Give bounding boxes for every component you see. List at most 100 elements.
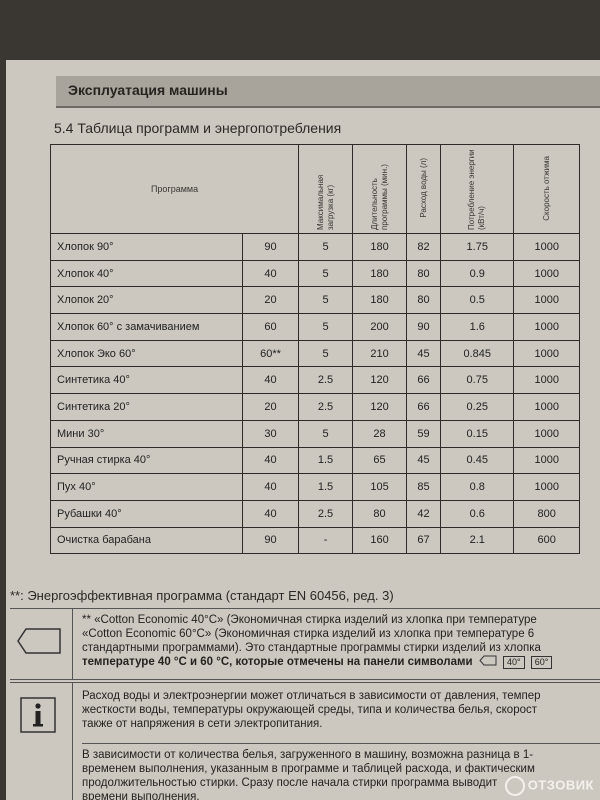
- cell-load: 1.5: [298, 446, 354, 475]
- cell-duration: 28: [352, 419, 407, 448]
- cell-name: Мини 30°: [50, 419, 243, 448]
- cell-water: 66: [405, 393, 442, 421]
- cell-water: 85: [405, 473, 442, 501]
- table-row: Хлопок 40° 40 5 180 80 0.9 1000: [50, 259, 580, 288]
- cell-water: 80: [405, 259, 442, 288]
- header-water: Расход воды (л): [405, 144, 442, 234]
- info-icon: [20, 697, 56, 733]
- program-table: Программа Максимальная загрузка (кг) Дли…: [49, 144, 580, 555]
- cell-spin: 1000: [513, 446, 580, 475]
- cell-temp: 90: [241, 233, 300, 261]
- cell-load: 2.5: [298, 499, 354, 528]
- cell-temp: 90: [241, 526, 300, 555]
- cell-spin: 1000: [513, 339, 580, 368]
- section-banner: Эксплуатация машины: [56, 76, 600, 108]
- cell-temp: 40: [241, 446, 300, 475]
- cell-name: Хлопок 20°: [50, 286, 243, 315]
- note-line: температуре 40 °С и 60 °С, которые отмеч…: [82, 655, 600, 669]
- tag-icon: [17, 628, 61, 654]
- cell-load: 1.5: [298, 473, 354, 501]
- cell-water: 82: [405, 233, 442, 261]
- cell-spin: 1000: [513, 313, 580, 341]
- cell-load: 5: [298, 339, 354, 368]
- cell-temp: 30: [241, 419, 300, 448]
- cell-energy: 1.6: [440, 313, 515, 341]
- cell-duration: 80: [352, 499, 407, 528]
- note-text: ** «Cotton Economic 40°C» (Экономичная с…: [82, 613, 600, 669]
- symbol-40: 40°: [502, 655, 525, 669]
- cell-spin: 1000: [513, 233, 580, 261]
- cell-energy: 0.9: [440, 259, 515, 288]
- info-divider: [72, 683, 73, 800]
- cell-load: 2.5: [298, 393, 354, 421]
- cell-spin: 1000: [513, 286, 580, 315]
- cell-energy: 0.25: [440, 393, 515, 421]
- cell-water: 45: [405, 446, 442, 475]
- cell-duration: 160: [352, 526, 407, 555]
- table-row: Пух 40° 40 1.5 105 85 0.8 1000: [50, 473, 580, 501]
- cell-spin: 1000: [513, 393, 580, 421]
- cell-load: 5: [298, 419, 354, 448]
- cell-temp: 60: [241, 313, 300, 341]
- cell-temp: 60**: [241, 339, 300, 368]
- cell-load: 5: [298, 233, 354, 261]
- note-line: ** «Cotton Economic 40°C» (Экономичная с…: [82, 614, 537, 626]
- cell-duration: 210: [352, 339, 407, 368]
- cell-energy: 0.5: [440, 286, 515, 315]
- cell-duration: 120: [352, 366, 407, 395]
- cell-name: Рубашки 40°: [50, 499, 243, 528]
- cell-spin: 800: [513, 499, 580, 528]
- cell-name: Ручная стирка 40°: [50, 446, 243, 475]
- cell-water: 45: [405, 339, 442, 368]
- cell-spin: 1000: [513, 473, 580, 501]
- watermark-logo-icon: [504, 776, 525, 796]
- header-program: Программа: [49, 144, 300, 234]
- cell-water: 67: [405, 526, 442, 555]
- cell-duration: 105: [352, 473, 407, 501]
- cell-name: Хлопок 90°: [50, 233, 243, 261]
- table-body: Хлопок 90° 90 5 180 82 1.75 1000 Хлопок 40° 40 5 1…: [50, 233, 580, 555]
- table-row: Рубашки 40° 40 2.5 80 42 0.6 800: [50, 499, 580, 528]
- cell-name: Хлопок 40°: [50, 259, 243, 288]
- table-header-row: Программа Максимальная загрузка (кг) Дли…: [49, 144, 580, 234]
- header-spin: Скорость отжима: [513, 144, 580, 234]
- cell-water: 66: [405, 366, 442, 395]
- cell-temp: 40: [241, 366, 300, 395]
- section-title: Эксплуатация машины: [68, 82, 228, 98]
- table-row: Очистка барабана 90-160 67 2.1 600: [50, 526, 580, 555]
- symbol-arrow-icon: [479, 655, 497, 669]
- cell-spin: 600: [513, 526, 580, 555]
- cell-load: -: [298, 526, 354, 555]
- cell-water: 59: [405, 419, 442, 448]
- note-box: ** «Cotton Economic 40°C» (Экономичная с…: [10, 608, 600, 680]
- header-energy: Потребление энергии (кВт/ч): [440, 144, 515, 234]
- cell-name: Синтетика 20°: [50, 393, 243, 421]
- table-row: Хлопок 20° 20 5 180 80 0.5 1000: [50, 286, 580, 315]
- cell-load: 5: [298, 259, 354, 288]
- cell-duration: 180: [352, 259, 407, 288]
- cell-load: 2.5: [298, 366, 354, 395]
- cell-spin: 1000: [513, 366, 580, 395]
- footnote: **: Энергоэффективная программа (стандар…: [10, 588, 394, 603]
- info-box: Расход воды и электроэнергии может отлич…: [10, 682, 600, 800]
- cell-energy: 0.75: [440, 366, 515, 395]
- cell-duration: 180: [352, 286, 407, 315]
- cell-temp: 40: [241, 499, 300, 528]
- note-divider: [72, 609, 73, 679]
- cell-temp: 20: [241, 393, 300, 421]
- cell-duration: 180: [352, 233, 407, 261]
- cell-name: Очистка барабана: [50, 526, 243, 555]
- cell-energy: 0.6: [440, 499, 515, 528]
- note-line: «Cotton Economic 60°C» (Экономичная стир…: [82, 628, 535, 640]
- cell-name: Хлопок Эко 60°: [50, 339, 243, 368]
- cell-water: 42: [405, 499, 442, 528]
- cell-energy: 0.15: [440, 419, 515, 448]
- table-row: Хлопок Эко 60° 60** 5 210 45 0.845 1000: [50, 339, 580, 368]
- cell-water: 90: [405, 313, 442, 341]
- symbol-60: 60°: [530, 655, 553, 669]
- header-duration: Длительность программы (мин.): [352, 144, 407, 234]
- cell-duration: 65: [352, 446, 407, 475]
- cell-temp: 40: [241, 259, 300, 288]
- header-max-load: Максимальная загрузка (кг): [298, 144, 354, 234]
- cell-temp: 40: [241, 473, 300, 501]
